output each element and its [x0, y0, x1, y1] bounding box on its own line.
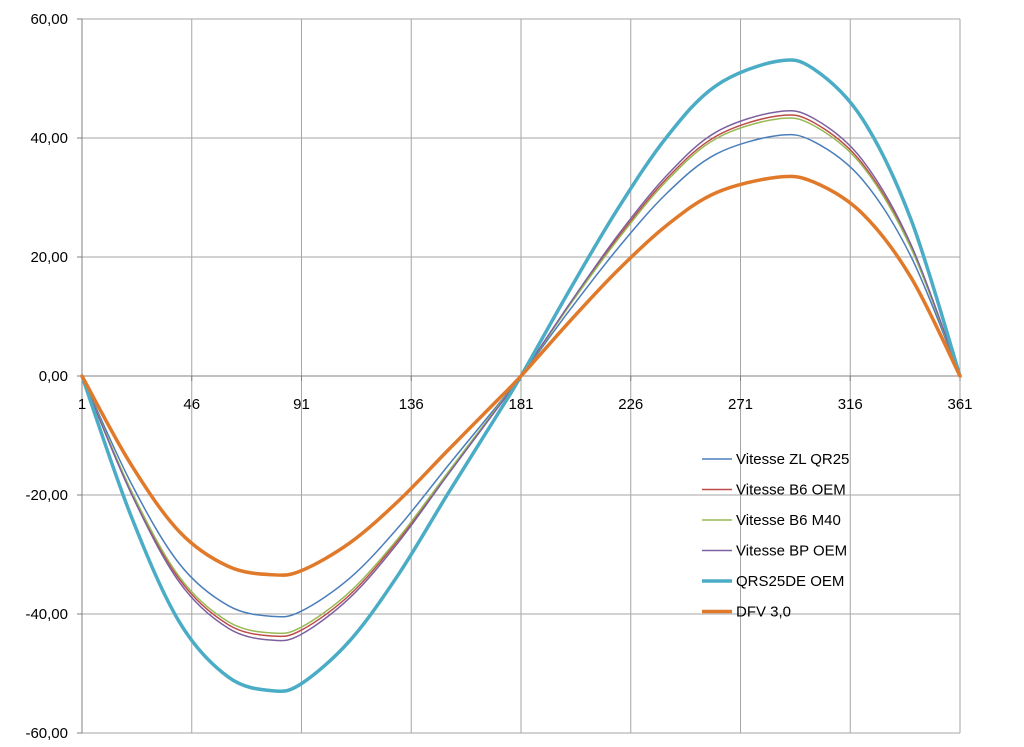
x-tick-label: 46	[183, 396, 200, 413]
legend-label: DFV 3,0	[736, 604, 791, 621]
legend-label: Vitesse ZL QR25	[736, 451, 849, 468]
x-tick-label: 226	[618, 396, 643, 413]
x-tick-label: 316	[838, 396, 863, 413]
y-tick-label: 40,00	[30, 130, 68, 147]
legend-label: QRS25DE OEM	[736, 573, 844, 590]
series-lines	[80, 58, 962, 694]
y-tick-label: 0,00	[39, 368, 68, 385]
x-tick-label: 361	[947, 396, 972, 413]
legend-label: Vitesse BP OEM	[736, 543, 847, 560]
legend-label: Vitesse B6 OEM	[736, 482, 846, 499]
y-tick-labels: 60,00 40,00 20,00 0,00 -20,00 -40,00 -60,00	[25, 11, 68, 742]
x-tick-label: 271	[728, 396, 753, 413]
axes	[77, 18, 961, 734]
y-tick-label: -20,00	[25, 487, 68, 504]
y-tick-label: 20,00	[30, 249, 68, 266]
y-tick-label: -60,00	[25, 725, 68, 742]
y-tick-label: -40,00	[25, 606, 68, 623]
legend: Vitesse ZL QR25 Vitesse B6 OEM Vitesse B6 …	[702, 451, 849, 621]
x-tick-label: 136	[399, 396, 424, 413]
series-line-6	[80, 174, 962, 577]
horizontal-gridlines	[82, 18, 960, 734]
series-line-5	[80, 58, 962, 694]
x-tick-label: 91	[293, 396, 310, 413]
y-tick-label: 60,00	[30, 11, 68, 28]
legend-label: Vitesse B6 M40	[736, 512, 841, 529]
x-tick-label: 1	[78, 396, 86, 413]
x-tick-label: 181	[508, 396, 533, 413]
x-tick-labels: 1 46 91 136 181 226 271 316 361	[78, 396, 973, 413]
